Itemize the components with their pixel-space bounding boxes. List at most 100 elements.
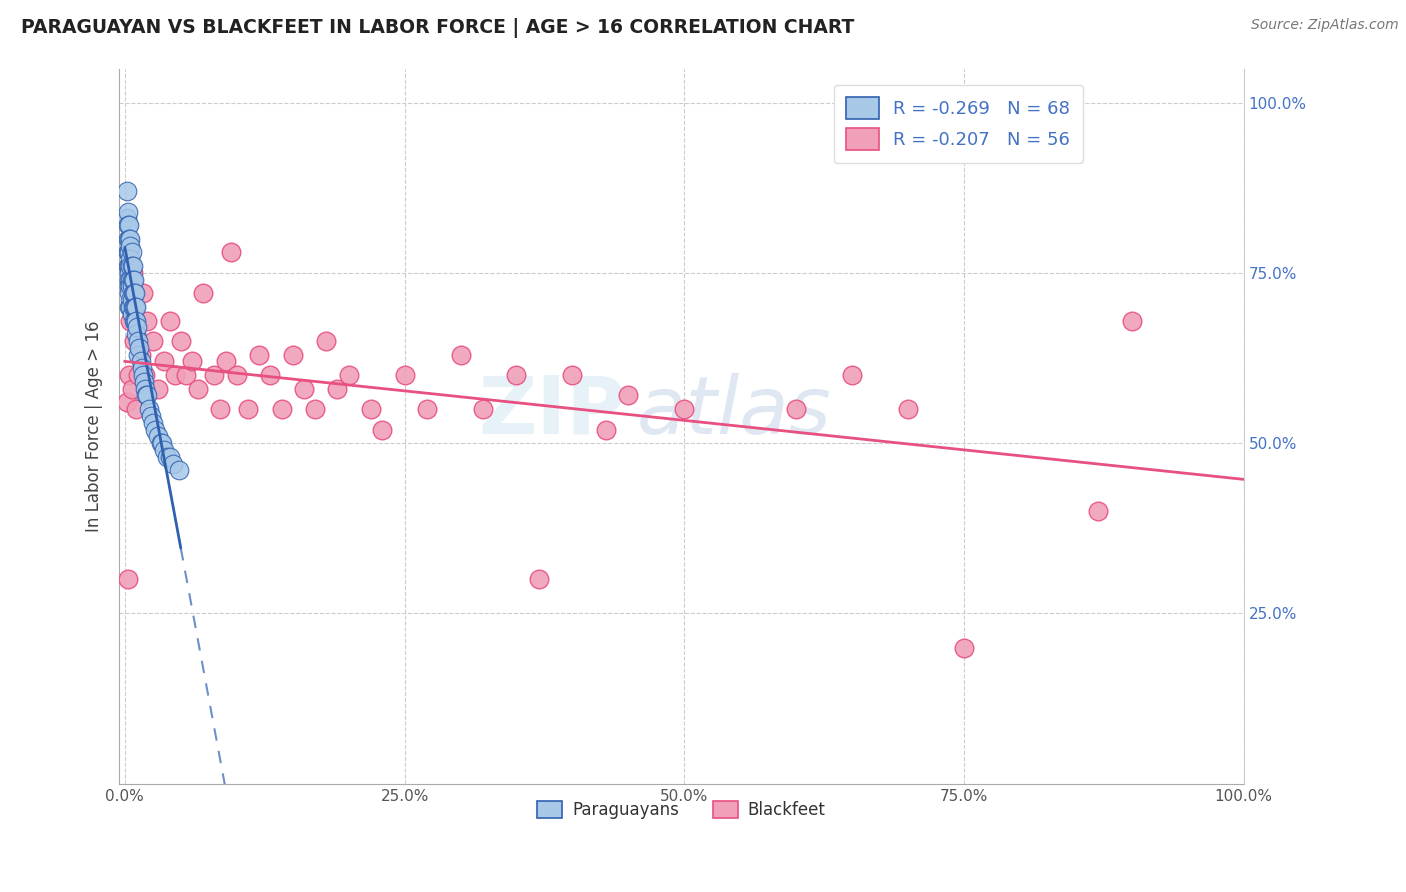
Point	[132, 375, 155, 389]
Point	[125, 313, 148, 327]
Point	[156, 450, 179, 464]
Point	[121, 273, 143, 287]
Point	[120, 259, 142, 273]
Point	[129, 354, 152, 368]
Point	[117, 204, 139, 219]
Point	[115, 395, 138, 409]
Point	[315, 334, 337, 348]
Text: Source: ZipAtlas.com: Source: ZipAtlas.com	[1251, 18, 1399, 32]
Point	[127, 368, 149, 382]
Point	[120, 238, 142, 252]
Point	[134, 382, 156, 396]
Point	[117, 245, 139, 260]
Point	[131, 361, 153, 376]
Point	[117, 259, 139, 273]
Point	[202, 368, 225, 382]
Point	[673, 402, 696, 417]
Point	[117, 245, 139, 260]
Point	[118, 279, 141, 293]
Point	[129, 348, 152, 362]
Point	[115, 184, 138, 198]
Point	[124, 286, 146, 301]
Point	[120, 300, 142, 314]
Point	[115, 211, 138, 226]
Point	[527, 573, 550, 587]
Point	[247, 348, 270, 362]
Text: PARAGUAYAN VS BLACKFEET IN LABOR FORCE | AGE > 16 CORRELATION CHART: PARAGUAYAN VS BLACKFEET IN LABOR FORCE |…	[21, 18, 855, 37]
Point	[148, 429, 170, 443]
Point	[120, 279, 142, 293]
Point	[136, 313, 159, 327]
Point	[122, 334, 145, 348]
Point	[132, 286, 155, 301]
Point	[159, 450, 181, 464]
Point	[136, 388, 159, 402]
Point	[120, 293, 142, 307]
Point	[225, 368, 247, 382]
Point	[953, 640, 976, 655]
Point	[193, 286, 215, 301]
Point	[124, 313, 146, 327]
Point	[118, 232, 141, 246]
Point	[125, 327, 148, 342]
Point	[120, 273, 142, 287]
Point	[785, 402, 807, 417]
Point	[118, 259, 141, 273]
Point	[125, 300, 148, 314]
Point	[471, 402, 494, 417]
Point	[162, 457, 184, 471]
Point	[138, 402, 160, 417]
Point	[118, 218, 141, 232]
Point	[326, 382, 349, 396]
Point	[120, 313, 142, 327]
Point	[121, 293, 143, 307]
Point	[617, 388, 640, 402]
Point	[165, 368, 187, 382]
Point	[134, 368, 156, 382]
Point	[259, 368, 281, 382]
Point	[122, 286, 145, 301]
Point	[337, 368, 360, 382]
Point	[118, 368, 141, 382]
Point	[176, 368, 198, 382]
Point	[450, 348, 472, 362]
Point	[394, 368, 416, 382]
Point	[118, 273, 141, 287]
Point	[121, 273, 143, 287]
Point	[118, 266, 141, 280]
Legend: Paraguayans, Blackfeet: Paraguayans, Blackfeet	[531, 794, 832, 825]
Point	[122, 273, 145, 287]
Point	[127, 320, 149, 334]
Point	[121, 259, 143, 273]
Point	[181, 354, 204, 368]
Point	[304, 402, 326, 417]
Point	[121, 245, 143, 260]
Point	[219, 245, 242, 260]
Text: atlas: atlas	[637, 373, 831, 450]
Point	[118, 286, 141, 301]
Point	[897, 402, 920, 417]
Point	[121, 286, 143, 301]
Point	[236, 402, 259, 417]
Point	[153, 442, 176, 457]
Point	[416, 402, 439, 417]
Point	[117, 573, 139, 587]
Point	[132, 368, 155, 382]
Point	[127, 334, 149, 348]
Point	[125, 402, 148, 417]
Point	[121, 279, 143, 293]
Point	[142, 416, 165, 430]
Point	[1121, 313, 1143, 327]
Point	[118, 245, 141, 260]
Point	[561, 368, 583, 382]
Point	[121, 259, 143, 273]
Point	[292, 382, 315, 396]
Point	[142, 334, 165, 348]
Point	[153, 354, 176, 368]
Point	[135, 388, 157, 402]
Point	[139, 409, 162, 423]
Point	[270, 402, 292, 417]
Point	[170, 334, 193, 348]
Point	[121, 382, 143, 396]
Point	[360, 402, 382, 417]
